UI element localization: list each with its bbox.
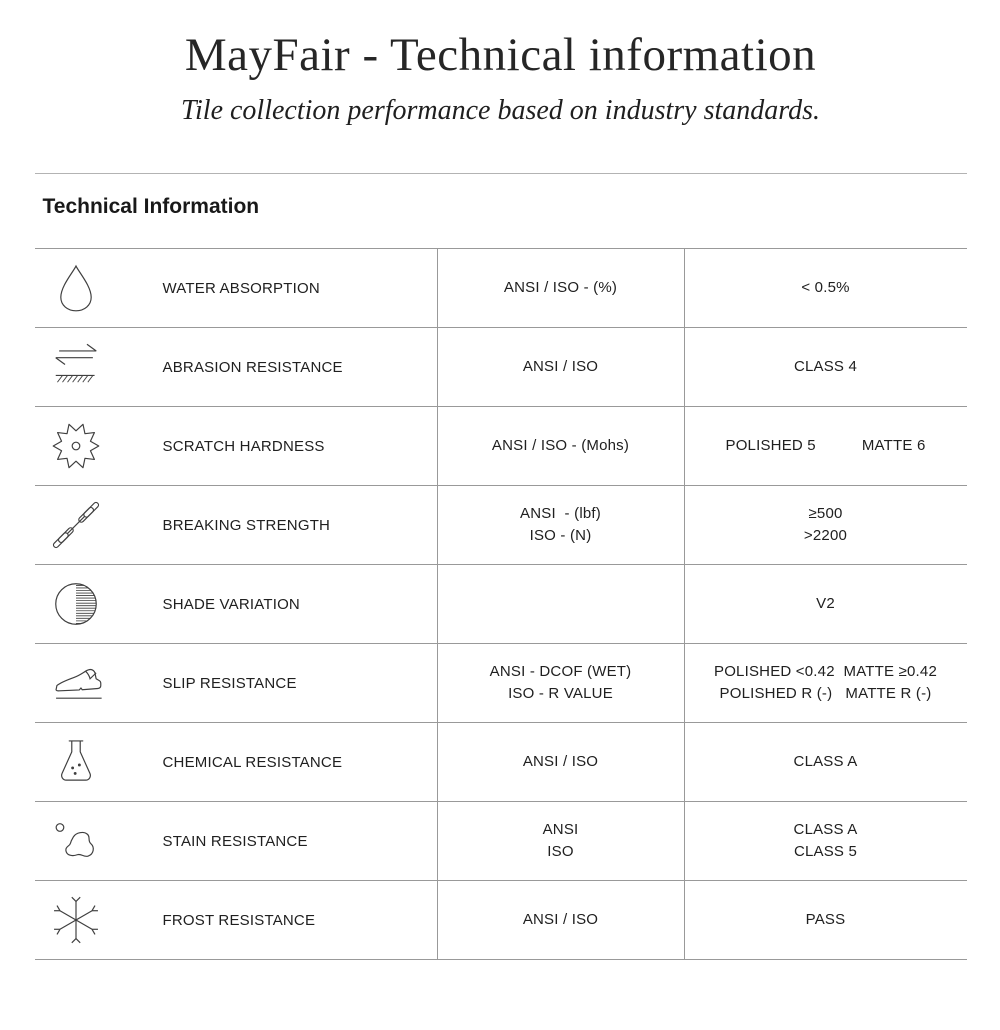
standard-line: ANSI - DCOF (WET) xyxy=(489,662,632,680)
value-line: CLASS A xyxy=(793,752,858,770)
page: MayFair - Technical information Tile col… xyxy=(34,29,967,961)
row-label: BREAKING STRENGTH xyxy=(162,516,331,534)
value-line: CLASS 5 xyxy=(793,843,858,861)
table-row-chemical-resistance: CHEMICAL RESISTANCE ANSI / ISO CLASS A xyxy=(34,722,967,802)
row-standard xyxy=(436,565,685,644)
value-line: >2200 xyxy=(803,527,848,545)
standard-line: ANSI / ISO xyxy=(522,357,599,375)
shoe-icon xyxy=(35,644,163,722)
row-standard: ANSI / ISO - (%) xyxy=(436,249,685,328)
row-value: CLASS A xyxy=(685,723,967,801)
header-divider xyxy=(34,172,967,174)
row-label: STAIN RESISTANCE xyxy=(162,832,308,850)
abrasion-arrows-icon xyxy=(35,328,163,406)
table-row-abrasion-resistance: ABRASION RESISTANCE ANSI / ISO CLASS 4 xyxy=(34,327,967,407)
dumbbell-icon xyxy=(35,486,163,564)
row-standard: ANSI / ISO - (Mohs) xyxy=(436,407,685,486)
table-row-frost-resistance: FROST RESISTANCE ANSI / ISO PASS xyxy=(34,880,967,960)
row-standard: ANSI / ISO xyxy=(436,328,685,407)
row-standard: ANSI - DCOF (WET) ISO - R VALUE xyxy=(436,644,685,723)
value-line: CLASS A xyxy=(793,820,858,838)
table-row-stain-resistance: STAIN RESISTANCE ANSI ISO CLASS A CLASS … xyxy=(34,801,967,881)
standard-line: ANSI - (lbf) xyxy=(520,504,601,522)
row-label: SHADE VARIATION xyxy=(162,595,300,613)
table-row-water-absorption: WATER ABSORPTION ANSI / ISO - (%) < 0.5% xyxy=(34,248,967,328)
row-standard: ANSI ISO xyxy=(436,802,685,881)
table-row-scratch-hardness: SCRATCH HARDNESS ANSI / ISO - (Mohs) POL… xyxy=(34,406,967,486)
value-line: V2 xyxy=(816,594,835,612)
value-line: CLASS 4 xyxy=(793,357,858,375)
row-standard: ANSI - (lbf) ISO - (N) xyxy=(436,486,685,565)
standard-line: ISO - (N) xyxy=(529,527,592,545)
row-value: PASS xyxy=(685,881,967,959)
row-value: POLISHED <0.42 MATTE ≥0.42 POLISHED R (-… xyxy=(685,644,967,722)
table-row-breaking-strength: BREAKING STRENGTH ANSI - (lbf) ISO - (N)… xyxy=(34,485,967,565)
row-value: ≥500 >2200 xyxy=(685,486,967,564)
value-matte: MATTE 6 xyxy=(861,436,926,454)
row-value: CLASS 4 xyxy=(685,328,967,406)
standard-line: ISO - R VALUE xyxy=(508,685,613,703)
value-polished: POLISHED 5 xyxy=(725,436,816,454)
row-value: POLISHED 5 MATTE 6 xyxy=(685,407,967,485)
technical-info-table: WATER ABSORPTION ANSI / ISO - (%) < 0.5% xyxy=(34,248,967,961)
row-label: FROST RESISTANCE xyxy=(162,911,316,929)
row-label: SLIP RESISTANCE xyxy=(162,674,297,692)
snowflake-icon xyxy=(35,881,163,959)
row-value: < 0.5% xyxy=(685,249,967,327)
page-title: MayFair - Technical information xyxy=(184,29,817,81)
page-subtitle: Tile collection performance based on ind… xyxy=(180,94,821,126)
water-drop-icon xyxy=(35,249,163,327)
row-label: CHEMICAL RESISTANCE xyxy=(162,753,343,771)
value-line: POLISHED <0.42 MATTE ≥0.42 xyxy=(713,662,938,680)
stain-icon xyxy=(35,802,163,880)
row-label: SCRATCH HARDNESS xyxy=(162,437,325,455)
row-value: CLASS A CLASS 5 xyxy=(685,802,967,880)
standard-line: ANSI / ISO - (%) xyxy=(503,278,618,296)
table-row-shade-variation: SHADE VARIATION V2 xyxy=(34,564,967,644)
standard-line: ANSI xyxy=(542,820,579,838)
standard-line: ANSI / ISO xyxy=(522,752,599,770)
row-standard: ANSI / ISO xyxy=(436,881,685,960)
standard-line: ISO xyxy=(547,843,574,861)
standard-line: ANSI / ISO - (Mohs) xyxy=(491,436,630,454)
value-line: PASS xyxy=(805,910,846,928)
value-line: POLISHED R (-) MATTE R (-) xyxy=(719,685,932,703)
row-value: V2 xyxy=(685,565,967,643)
gear-icon xyxy=(35,407,163,485)
value-line: ≥500 xyxy=(808,504,843,522)
section-heading: Technical Information xyxy=(42,194,260,218)
flask-icon xyxy=(35,723,163,801)
table-row-slip-resistance: SLIP RESISTANCE ANSI - DCOF (WET) ISO - … xyxy=(34,643,967,723)
value-line: < 0.5% xyxy=(801,278,850,296)
row-label: ABRASION RESISTANCE xyxy=(162,358,343,376)
shaded-circle-icon xyxy=(35,565,163,643)
row-label: WATER ABSORPTION xyxy=(162,279,320,297)
standard-line: ANSI / ISO xyxy=(522,910,599,928)
row-standard: ANSI / ISO xyxy=(436,723,685,802)
